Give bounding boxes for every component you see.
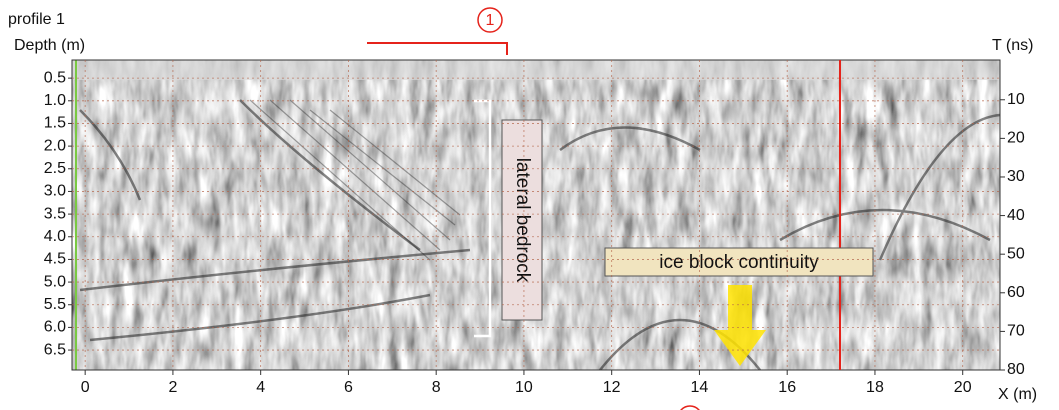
y2-tick-label: 10 xyxy=(1007,91,1025,108)
y-axis-label: Depth (m) xyxy=(14,37,85,54)
y-tick-label: 4.0 xyxy=(44,228,66,245)
profile-title: profile 1 xyxy=(8,11,65,28)
x-tick-label: 4 xyxy=(256,379,265,396)
x-tick-label: 0 xyxy=(81,379,90,396)
x-tick-label: 10 xyxy=(515,379,533,396)
y2-tick-label: 60 xyxy=(1007,284,1025,301)
bedrock-label: lateral bedrock xyxy=(512,158,533,283)
marker-label: 1 xyxy=(486,12,495,29)
y-tick-label: 4.5 xyxy=(44,251,66,268)
ice-label: ice block continuity xyxy=(659,252,819,273)
y2-tick-label: 30 xyxy=(1007,168,1025,185)
y-tick-label: 3.0 xyxy=(44,183,66,200)
y-tick-label: 5.0 xyxy=(44,273,66,290)
y2-tick-label: 80 xyxy=(1007,361,1025,378)
x-tick-label: 6 xyxy=(344,379,353,396)
x-tick-label: 12 xyxy=(603,379,621,396)
y-tick-label: 1.5 xyxy=(44,115,66,132)
y-tick-label: 2.5 xyxy=(44,160,66,177)
y2-tick-label: 50 xyxy=(1007,245,1025,262)
y2-tick-label: 20 xyxy=(1007,130,1025,147)
x-axis-label: X (m) xyxy=(998,386,1037,403)
y-tick-label: 6.0 xyxy=(44,319,66,336)
x-tick-label: 8 xyxy=(432,379,441,396)
x-tick-label: 2 xyxy=(168,379,177,396)
x-tick-label: 20 xyxy=(954,379,972,396)
y-tick-label: 3.5 xyxy=(44,205,66,222)
x-tick-label: 14 xyxy=(691,379,709,396)
y2-axis-label: T (ns) xyxy=(992,37,1033,54)
y-tick-label: 1.0 xyxy=(44,92,66,109)
y2-tick-label: 40 xyxy=(1007,207,1025,224)
y2-tick-label: 70 xyxy=(1007,323,1025,340)
marker-circle xyxy=(678,406,702,410)
x-tick-label: 18 xyxy=(866,379,884,396)
x-tick-label: 16 xyxy=(778,379,796,396)
figure: profile 1 Depth (m) T (ns) X (m) 1 later… xyxy=(0,0,1059,410)
y-tick-label: 0.5 xyxy=(44,69,66,86)
y-tick-label: 5.5 xyxy=(44,296,66,313)
y-tick-label: 6.5 xyxy=(44,341,66,358)
y-tick-label: 2.0 xyxy=(44,137,66,154)
section-bracket xyxy=(367,43,507,55)
